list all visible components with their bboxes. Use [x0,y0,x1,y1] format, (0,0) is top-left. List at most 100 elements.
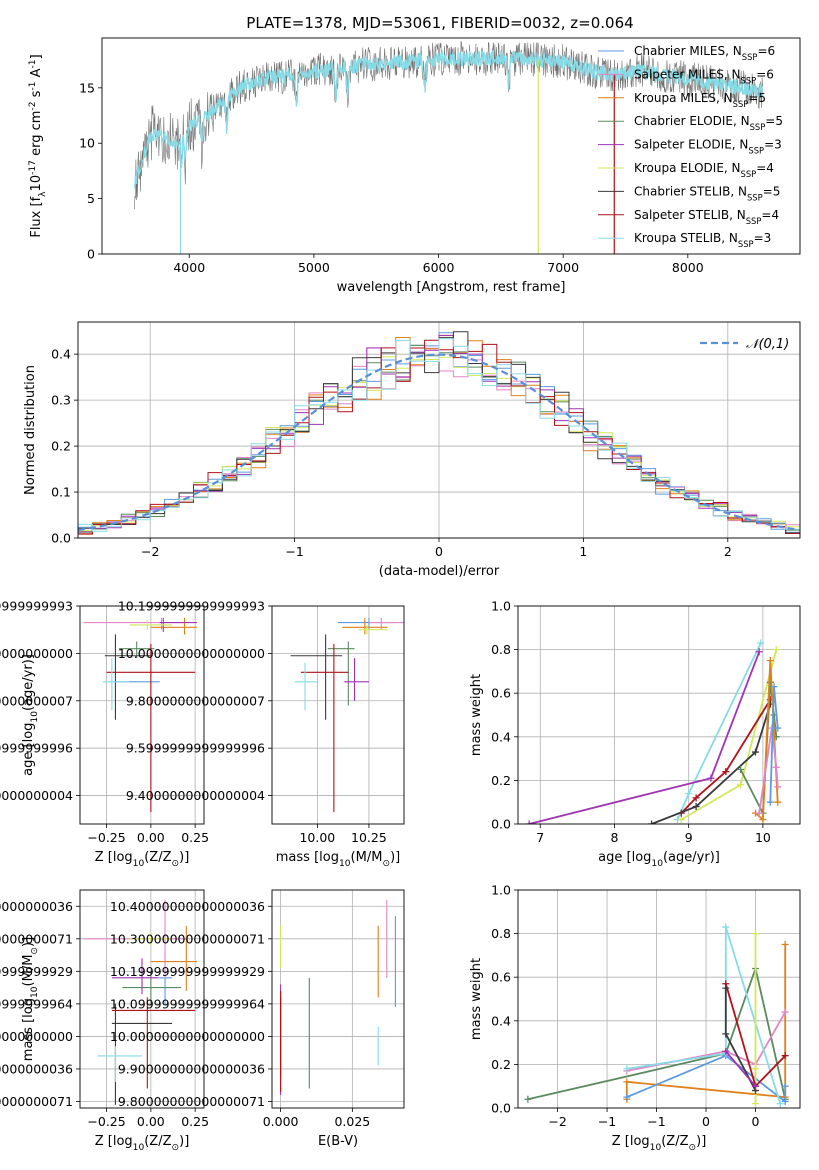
weight-marker [751,1065,759,1073]
legend-label: Salpeter MILES, NSSP=6 [634,67,774,85]
weight-line [626,926,782,1104]
text-span: Chabrier STELIB, N [634,184,747,198]
y-tick-label: 0.0 [491,817,511,832]
weight-marker [685,789,693,797]
text-span: 10 [29,175,44,192]
weight-marker [755,648,763,656]
text-span: =5 [763,184,781,198]
text-span: -17 [28,160,38,175]
text-span: ⊙ [172,1143,180,1153]
axes-frame [271,605,405,825]
text-span: =6 [756,67,774,81]
y-axis-label: age [log10(age/yr)] [21,654,40,776]
x-tick-label: −1 [285,544,303,559]
text-span: ⊙ [689,1143,697,1153]
x-tick-label: 7000 [547,260,579,275]
text-span: wavelength [Angstrom, rest frame] [337,280,566,295]
text-span: Chabrier ELODIE, N [634,114,750,128]
text-span: Kroupa MILES, N [634,91,733,105]
y-tick-label: 1.0 [491,599,511,614]
y-tick-label: 10.30000000000000071 [110,931,265,946]
y-tick-label: 0.8 [491,642,511,657]
text-span: (M/M [351,850,383,865]
y-tick-label: 10 [79,136,95,151]
text-span: E(B-V) [318,1134,358,1149]
x-axis-label: Z [log10(Z/Z⊙)] [612,1134,707,1153]
text-span: SSP [733,99,749,109]
text-span: (Z/Z [144,1134,171,1149]
x-axis-label: Z [log10(Z/Z⊙)] [95,850,190,869]
weight-marker [766,798,774,806]
text-span: (Z/Z [661,1134,688,1149]
plot-area [83,899,197,1105]
text-span: Z [log [612,1134,650,1149]
figure-title: PLATE=1378, MJD=53061, FIBERID=0032, z=0… [246,14,633,32]
weight-marker [751,930,759,938]
y-tick-label: 10.09999999999999964 [110,996,265,1011]
text-span: Salpeter MILES, N [634,67,741,81]
x-tick-label: −2 [141,544,159,559]
y-tick-label: 0.4 [491,729,511,744]
text-span: SSP [742,52,758,62]
y-tick-label: 0.2 [51,439,71,454]
text-span: SSP [750,122,766,132]
axes-frame [517,605,801,825]
x-tick-label: −2 [548,1114,566,1129]
text-span: )] [179,850,189,865]
text-span: (age/yr)] [21,654,36,711]
text-span: mass [log [276,850,339,865]
y-axis-label: Flux [fλ10-17 erg cm-2 s-1 A-1] [28,54,48,237]
legend-label: Kroupa ELODIE, NSSP=4 [634,161,774,179]
y-tick-label: 1.0 [491,883,511,898]
weight-marker [755,809,763,817]
axes-frame [271,889,405,1109]
text-span: Kroupa STELIB, N [634,231,738,245]
legend-label: Kroupa STELIB, NSSP=3 [634,231,771,249]
plot-area [280,899,396,1095]
panel-mass-vs-Z: −0.25 0.00 0.25 9.80000000000000071 9.900000… [0,889,209,1153]
weight-marker [648,820,656,824]
text-span: 10 [133,859,145,869]
x-tick-label: 0 [702,1114,710,1129]
text-span: SSP [746,216,762,226]
text-span: -1 [28,59,38,68]
weight-marker [774,798,782,806]
weight-line [680,699,772,814]
weight-marker [757,639,765,647]
y-tick-label: 0.3 [51,393,71,408]
y-tick-label: 0.1 [51,485,71,500]
text-span: =3 [764,138,782,152]
panel-weight-vs-Z: −2 −1 −1 0 0 0.0 0.2 0.4 0.6 0.8 1.0 Z [log10(Z/Z⊙)… [469,883,801,1153]
weight-marker [766,657,774,664]
x-axis-label: age [log10(age/yr)] [598,850,720,869]
panel-mass-vs-EBV: 0.000 0.025 9.80000000000000071 9.900000000… [110,889,405,1149]
axes-frame [79,889,205,1109]
text-span: 10 [133,1143,145,1153]
weight-marker [623,1078,631,1086]
legend-label: Chabrier ELODIE, NSSP=5 [634,114,783,132]
y-tick-label: 10.19999999999999929 [0,964,73,979]
x-tick-label: 1 [579,544,587,559]
text-span: age [log [21,723,36,776]
text-span: s [29,90,44,101]
x-tick-label: 4000 [173,260,205,275]
x-tick-label: 0.00 [137,830,165,845]
y-tick-label: 0.4 [51,347,71,362]
x-tick-label: 2 [724,544,732,559]
text-span: Kroupa ELODIE, N [634,161,741,175]
x-tick-label: 0.025 [334,1114,370,1129]
weight-marker [751,1100,759,1108]
x-tick-label: 5000 [298,260,330,275]
y-tick-label: 9.90000000000000036 [118,1061,265,1076]
text-span: Flux [f [29,196,44,237]
weight-marker [707,774,715,782]
text-span: age [log [598,850,651,865]
y-axis-label: mass weight [469,674,484,756]
text-span: ⊙ [172,859,180,869]
axes-frame [101,37,801,255]
weight-marker [781,1097,789,1105]
weight-marker [781,941,789,948]
